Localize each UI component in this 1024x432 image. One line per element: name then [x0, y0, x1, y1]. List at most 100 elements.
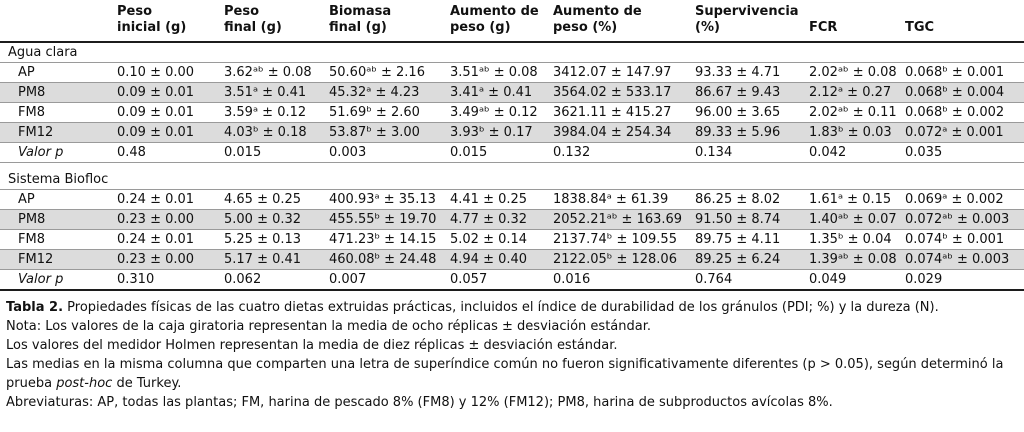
row-label: AP — [0, 62, 115, 83]
header-empty-cell — [0, 0, 115, 43]
table-cell: 0.764 — [693, 269, 807, 291]
table-cell: 1.39ᵃᵇ ± 0.08 — [807, 249, 903, 270]
table-cell: 0.09 ± 0.01 — [115, 102, 222, 123]
table-cell: 3.62ᵃᵇ ± 0.08 — [222, 62, 327, 83]
row-label: PM8 — [0, 209, 115, 230]
note-line-4-italic: post-hoc — [52, 375, 113, 391]
table-cell: 4.94 ± 0.40 — [448, 249, 551, 270]
table-cell: 4.77 ± 0.32 — [448, 209, 551, 230]
table-cell: 3.51ᵃ ± 0.41 — [222, 82, 327, 103]
table-cell: 0.074ᵇ ± 0.001 — [903, 229, 1024, 250]
table-row-sb-fm12: FM12 0.23 ± 0.00 5.17 ± 0.41 460.08ᵇ ± 2… — [0, 249, 1024, 270]
table-cell: 51.69ᵇ ± 2.60 — [327, 102, 448, 123]
table-caption-label: Tabla 2. — [6, 299, 64, 315]
header-row: Peso inicial (g) Peso final (g) Biomasa … — [0, 0, 1024, 43]
table-cell: 2052.21ᵃᵇ ± 163.69 — [551, 209, 693, 230]
note-line-2: Nota: Los valores de la caja giratoria r… — [6, 318, 651, 334]
column-header-peso-final: Peso final (g) — [222, 0, 327, 43]
column-header-tgc: TGC — [903, 0, 1024, 43]
table-cell: 3621.11 ± 415.27 — [551, 102, 693, 123]
table-cell: 0.035 — [903, 142, 1024, 163]
row-label: FM12 — [0, 122, 115, 143]
table-cell: 0.10 ± 0.00 — [115, 62, 222, 83]
table-cell: 4.65 ± 0.25 — [222, 189, 327, 210]
note-line-3: Los valores del medidor Holmen represent… — [6, 337, 618, 353]
table-row-sb-ap: AP 0.24 ± 0.01 4.65 ± 0.25 400.93ᵃ ± 35.… — [0, 189, 1024, 210]
table-cell: 0.132 — [551, 142, 693, 163]
table-cell: 3.51ᵃᵇ ± 0.08 — [448, 62, 551, 83]
table-row-ac-valor-p: Valor p 0.48 0.015 0.003 0.015 0.132 0.1… — [0, 142, 1024, 163]
table-row-ac-ap: AP 0.10 ± 0.00 3.62ᵃᵇ ± 0.08 50.60ᵃᵇ ± 2… — [0, 62, 1024, 83]
table-row-ac-fm8: FM8 0.09 ± 0.01 3.59ᵃ ± 0.12 51.69ᵇ ± 2.… — [0, 102, 1024, 123]
table-cell: 0.003 — [327, 142, 448, 163]
table-cell: 1.61ᵃ ± 0.15 — [807, 189, 903, 210]
table-cell: 0.24 ± 0.01 — [115, 189, 222, 210]
table-cell: 2137.74ᵇ ± 109.55 — [551, 229, 693, 250]
results-table: Peso inicial (g) Peso final (g) Biomasa … — [0, 0, 1024, 291]
table-cell: 0.029 — [903, 269, 1024, 291]
table-cell: 91.50 ± 8.74 — [693, 209, 807, 230]
column-header-aumento-peso-g: Aumento de peso (g) — [448, 0, 551, 43]
table-cell: 0.015 — [222, 142, 327, 163]
note-line-5: Abreviaturas: AP, todas las plantas; FM,… — [6, 394, 833, 410]
table-cell: 2.02ᵃᵇ ± 0.11 — [807, 102, 903, 123]
table-cell: 0.09 ± 0.01 — [115, 82, 222, 103]
table-cell: 0.134 — [693, 142, 807, 163]
table-row-ac-fm12: FM12 0.09 ± 0.01 4.03ᵇ ± 0.18 53.87ᵇ ± 3… — [0, 122, 1024, 143]
table-cell: 0.042 — [807, 142, 903, 163]
table-row-sb-valor-p: Valor p 0.310 0.062 0.007 0.057 0.016 0.… — [0, 269, 1024, 291]
table-cell: 0.049 — [807, 269, 903, 291]
table-cell: 0.068ᵇ ± 0.001 — [903, 62, 1024, 83]
table-cell: 1838.84ᵃ ± 61.39 — [551, 189, 693, 210]
table-cell: 0.015 — [448, 142, 551, 163]
note-line-4: Las medias en la misma columna que compa… — [6, 355, 1020, 393]
section-header-sistema-biofloc: Sistema Biofloc — [0, 162, 1024, 190]
table-cell: 1.40ᵃᵇ ± 0.07 — [807, 209, 903, 230]
table-cell: 0.069ᵃ ± 0.002 — [903, 189, 1024, 210]
table-cell: 5.17 ± 0.41 — [222, 249, 327, 270]
table-cell: 0.09 ± 0.01 — [115, 122, 222, 143]
row-label: AP — [0, 189, 115, 210]
table-cell: 0.068ᵇ ± 0.004 — [903, 82, 1024, 103]
table-cell: 2.12ᵃ ± 0.27 — [807, 82, 903, 103]
row-label: PM8 — [0, 82, 115, 103]
table-cell: 50.60ᵃᵇ ± 2.16 — [327, 62, 448, 83]
table-cell: 460.08ᵇ ± 24.48 — [327, 249, 448, 270]
section-title: Agua clara — [0, 41, 1024, 63]
table-cell: 0.23 ± 0.00 — [115, 249, 222, 270]
row-label-valor-p: Valor p — [0, 142, 115, 163]
table-cell: 2122.05ᵇ ± 128.06 — [551, 249, 693, 270]
table-cell: 5.00 ± 0.32 — [222, 209, 327, 230]
table-cell: 3.93ᵇ ± 0.17 — [448, 122, 551, 143]
table-cell: 4.03ᵇ ± 0.18 — [222, 122, 327, 143]
table-cell: 53.87ᵇ ± 3.00 — [327, 122, 448, 143]
table-cell: 86.25 ± 8.02 — [693, 189, 807, 210]
table-cell: 400.93ᵃ ± 35.13 — [327, 189, 448, 210]
table-cell: 2.02ᵃᵇ ± 0.08 — [807, 62, 903, 83]
table-row-sb-fm8: FM8 0.24 ± 0.01 5.25 ± 0.13 471.23ᵇ ± 14… — [0, 229, 1024, 250]
table-cell: 0.062 — [222, 269, 327, 291]
table-cell: 45.32ᵃ ± 4.23 — [327, 82, 448, 103]
table-cell: 93.33 ± 4.71 — [693, 62, 807, 83]
table-cell: 455.55ᵇ ± 19.70 — [327, 209, 448, 230]
table-cell: 0.057 — [448, 269, 551, 291]
table-caption: Tabla 2. Propiedades físicas de las cuat… — [6, 298, 1020, 317]
table-cell: 1.35ᵇ ± 0.04 — [807, 229, 903, 250]
section-title: Sistema Biofloc — [0, 162, 1024, 190]
table-caption-text: Propiedades físicas de las cuatro dietas… — [63, 299, 939, 315]
column-header-fcr: FCR — [807, 0, 903, 43]
table-cell: 0.007 — [327, 269, 448, 291]
table-cell: 3984.04 ± 254.34 — [551, 122, 693, 143]
column-header-biomasa-final: Biomasa final (g) — [327, 0, 448, 43]
table-cell: 3564.02 ± 533.17 — [551, 82, 693, 103]
row-label-valor-p: Valor p — [0, 269, 115, 291]
table-cell: 0.016 — [551, 269, 693, 291]
table-cell: 0.074ᵃᵇ ± 0.003 — [903, 249, 1024, 270]
table-cell: 0.24 ± 0.01 — [115, 229, 222, 250]
table-cell: 5.02 ± 0.14 — [448, 229, 551, 250]
row-label: FM8 — [0, 102, 115, 123]
table-cell: 3.41ᵃ ± 0.41 — [448, 82, 551, 103]
table-cell: 0.310 — [115, 269, 222, 291]
note-line-4-pre: Las medias en la misma columna que compa… — [6, 356, 1004, 391]
table-cell: 89.75 ± 4.11 — [693, 229, 807, 250]
